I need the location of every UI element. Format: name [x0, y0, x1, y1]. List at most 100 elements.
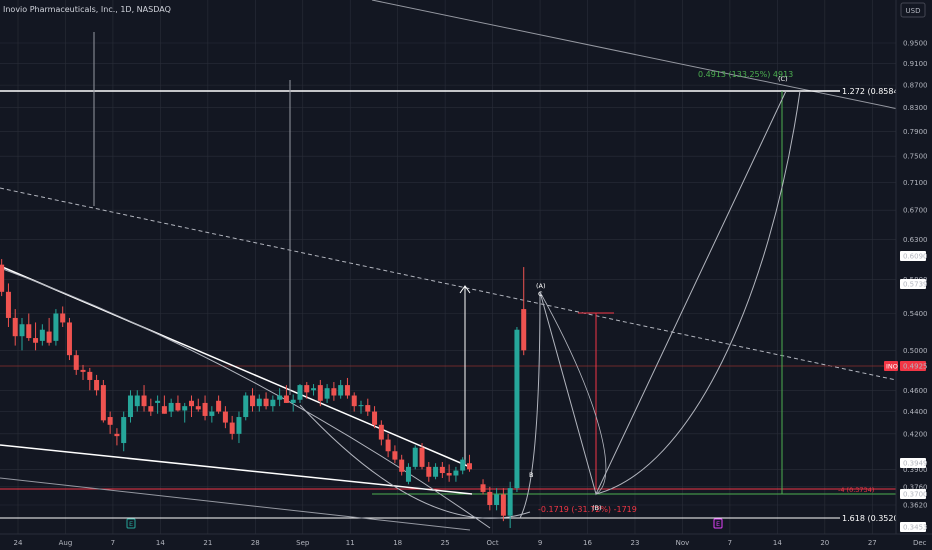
y-tick-label: 0.4600 — [903, 387, 928, 395]
candle — [216, 395, 222, 414]
y-tick-label: 0.7100 — [903, 179, 928, 187]
candle-body — [372, 411, 378, 425]
currency-button[interactable] — [900, 2, 926, 18]
price-badge-label: 0.3700 — [903, 491, 928, 499]
price-badge: 0.5739 — [900, 279, 928, 289]
candle — [161, 395, 167, 414]
candle-body — [385, 439, 391, 452]
x-tick-label: 16 — [583, 539, 592, 547]
candle — [439, 462, 445, 478]
price-axis: 0.9500 0.9100 0.8700 0.8300 0.7900 0.7500 0.71… — [884, 40, 928, 532]
candle — [426, 462, 432, 482]
x-tick-label: 18 — [393, 539, 402, 547]
candle — [453, 466, 459, 482]
candle — [372, 406, 378, 429]
earnings-event-marker[interactable]: E — [713, 518, 723, 529]
candle-body — [243, 395, 249, 418]
candle-body — [236, 417, 242, 434]
candle-body — [256, 398, 262, 407]
candle-body — [446, 473, 452, 476]
currency-label: USD — [906, 7, 921, 15]
candle — [392, 445, 398, 464]
candle — [148, 398, 154, 416]
candle — [94, 374, 100, 396]
candle — [39, 324, 45, 346]
candle-body — [94, 379, 100, 391]
x-tick-label: 24 — [14, 539, 23, 547]
candle-body — [392, 451, 398, 460]
candle — [33, 322, 39, 351]
candle-body — [412, 447, 418, 467]
candle — [338, 379, 344, 399]
chart-annotation: B — [529, 471, 533, 479]
candle-body — [487, 491, 493, 505]
x-tick-label: 11 — [346, 539, 355, 547]
candle-body — [494, 494, 500, 505]
x-tick-label: 28 — [251, 539, 260, 547]
candle — [270, 395, 276, 412]
candle-body — [66, 322, 72, 356]
candle — [19, 317, 25, 351]
candle-body — [311, 388, 317, 391]
candle-body — [209, 411, 215, 416]
candle-body — [351, 395, 357, 407]
fib-level-label: 1.618 (0.3520) — [842, 514, 902, 523]
x-tick-label: Aug — [59, 539, 73, 547]
candle-body — [0, 264, 5, 292]
dashed-trendline — [0, 187, 897, 381]
candle — [202, 395, 208, 421]
price-badge: 0.3949 — [900, 458, 928, 468]
candle — [500, 488, 506, 522]
candle — [26, 313, 32, 341]
candle-body — [12, 317, 18, 337]
arc-3 — [519, 291, 541, 519]
candle — [344, 377, 350, 399]
candle-body — [480, 484, 486, 492]
price-axis-panel[interactable] — [896, 0, 932, 534]
time-axis-panel[interactable] — [0, 534, 932, 550]
candle-body — [60, 313, 66, 323]
candle-body — [514, 329, 520, 489]
candle-body — [304, 385, 310, 393]
candle — [412, 445, 418, 470]
price-badge-bg — [900, 251, 926, 261]
candle — [514, 326, 520, 492]
x-tick-label: Sep — [296, 539, 310, 547]
candle-body — [263, 398, 269, 407]
candle-body — [121, 417, 127, 444]
candle — [250, 388, 256, 412]
candle — [365, 398, 371, 416]
candle — [419, 443, 425, 470]
earnings-event-marker[interactable]: E — [126, 518, 136, 529]
candle — [311, 384, 317, 396]
candle-body — [426, 466, 432, 477]
x-tick-label: 23 — [631, 539, 640, 547]
y-tick-label: 0.8300 — [903, 104, 928, 112]
candle-body — [161, 406, 167, 414]
candle-body — [365, 405, 371, 412]
candle-body — [324, 388, 330, 399]
candle-body — [331, 388, 337, 396]
candle-body — [290, 399, 296, 403]
candle — [87, 367, 93, 391]
candle — [385, 433, 391, 458]
candle-body — [521, 309, 527, 351]
candle — [351, 392, 357, 412]
candle — [405, 463, 411, 485]
candle — [297, 384, 303, 403]
fib-level-label: -4 (0.3734) — [838, 486, 874, 494]
candle — [277, 388, 283, 407]
candle — [114, 428, 120, 446]
candle-body — [155, 400, 161, 403]
chart-annotation: (B) — [592, 504, 602, 512]
candle — [60, 306, 66, 327]
candle — [263, 392, 269, 410]
x-tick-label: Dec — [913, 539, 927, 547]
y-tick-label: 0.7900 — [903, 128, 928, 136]
y-tick-label: 0.9100 — [903, 60, 928, 68]
candle-body — [399, 459, 405, 472]
chart-annotation: (A) — [536, 282, 546, 290]
x-tick-label: 27 — [868, 539, 877, 547]
candle-body — [344, 385, 350, 396]
